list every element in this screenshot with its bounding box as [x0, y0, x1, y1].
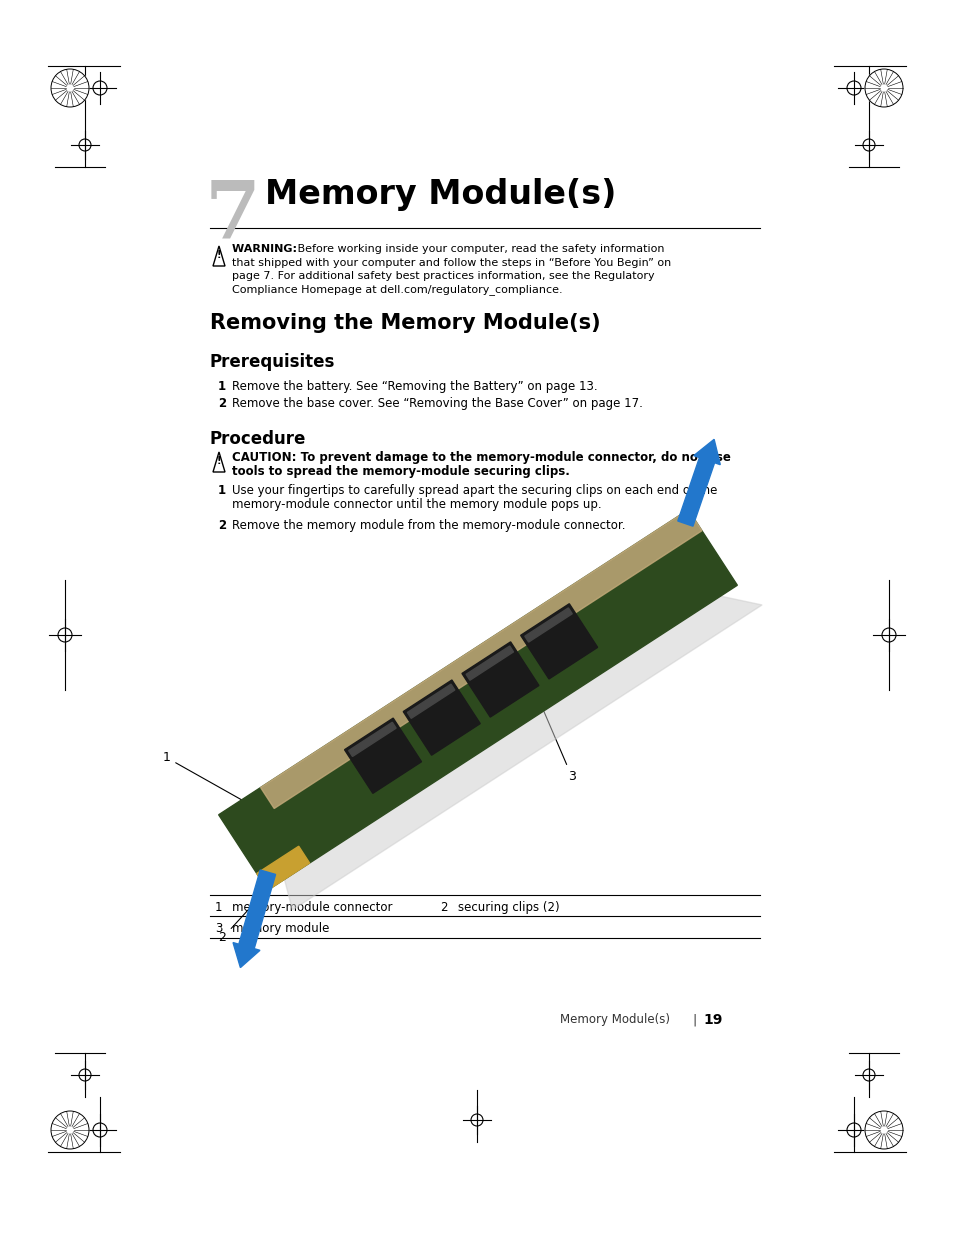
Text: 2: 2	[439, 902, 447, 914]
Text: 3: 3	[542, 709, 575, 783]
FancyArrow shape	[677, 440, 720, 526]
Circle shape	[864, 69, 902, 107]
FancyArrow shape	[233, 869, 275, 967]
Polygon shape	[218, 510, 737, 890]
Text: Removing the Memory Module(s): Removing the Memory Module(s)	[210, 312, 600, 333]
Text: Procedure: Procedure	[210, 430, 306, 448]
Text: securing clips (2): securing clips (2)	[457, 902, 559, 914]
Polygon shape	[256, 846, 310, 890]
Text: WARNING:: WARNING:	[232, 245, 300, 254]
Text: memory module: memory module	[232, 923, 329, 935]
Polygon shape	[524, 608, 572, 642]
Text: 1: 1	[214, 902, 222, 914]
Text: 2: 2	[218, 396, 226, 410]
Circle shape	[51, 69, 89, 107]
Polygon shape	[407, 684, 455, 719]
Text: 7: 7	[205, 178, 261, 256]
Text: memory-module connector: memory-module connector	[232, 902, 392, 914]
Text: Remove the battery. See “Removing the Battery” on page 13.: Remove the battery. See “Removing the Ba…	[232, 380, 597, 393]
Polygon shape	[260, 510, 701, 809]
Text: tools to spread the memory-module securing clips.: tools to spread the memory-module securi…	[232, 466, 569, 478]
Polygon shape	[344, 718, 421, 793]
Text: Memory Module(s): Memory Module(s)	[265, 178, 616, 211]
Text: page 7. For additional safety best practices information, see the Regulatory: page 7. For additional safety best pract…	[232, 270, 654, 282]
Text: Use your fingertips to carefully spread apart the securing clips on each end of : Use your fingertips to carefully spread …	[232, 484, 717, 496]
Text: |: |	[691, 1013, 696, 1026]
Text: 2: 2	[218, 879, 275, 945]
Polygon shape	[284, 597, 761, 910]
Text: !: !	[216, 456, 221, 466]
Text: 1: 1	[162, 751, 244, 802]
Text: Before working inside your computer, read the safety information: Before working inside your computer, rea…	[294, 245, 664, 254]
Circle shape	[864, 1112, 902, 1149]
Text: 1: 1	[218, 484, 226, 496]
Polygon shape	[520, 604, 597, 679]
Polygon shape	[461, 642, 538, 718]
Polygon shape	[466, 646, 513, 680]
Text: Compliance Homepage at dell.com/regulatory_compliance.: Compliance Homepage at dell.com/regulato…	[232, 284, 562, 295]
Polygon shape	[403, 680, 479, 755]
Text: Memory Module(s): Memory Module(s)	[559, 1013, 669, 1026]
Text: Remove the base cover. See “Removing the Base Cover” on page 17.: Remove the base cover. See “Removing the…	[232, 396, 642, 410]
Text: 1: 1	[218, 380, 226, 393]
Text: CAUTION: To prevent damage to the memory-module connector, do not use: CAUTION: To prevent damage to the memory…	[232, 451, 730, 464]
Text: 2: 2	[218, 519, 226, 532]
Polygon shape	[349, 722, 395, 757]
Text: 19: 19	[702, 1013, 721, 1028]
Text: memory-module connector until the memory module pops up.: memory-module connector until the memory…	[232, 498, 601, 511]
Text: Prerequisites: Prerequisites	[210, 353, 335, 370]
Text: !: !	[216, 249, 221, 261]
Text: 3: 3	[214, 923, 222, 935]
Text: Remove the memory module from the memory-module connector.: Remove the memory module from the memory…	[232, 519, 625, 532]
Text: that shipped with your computer and follow the steps in “Before You Begin” on: that shipped with your computer and foll…	[232, 258, 671, 268]
Circle shape	[51, 1112, 89, 1149]
